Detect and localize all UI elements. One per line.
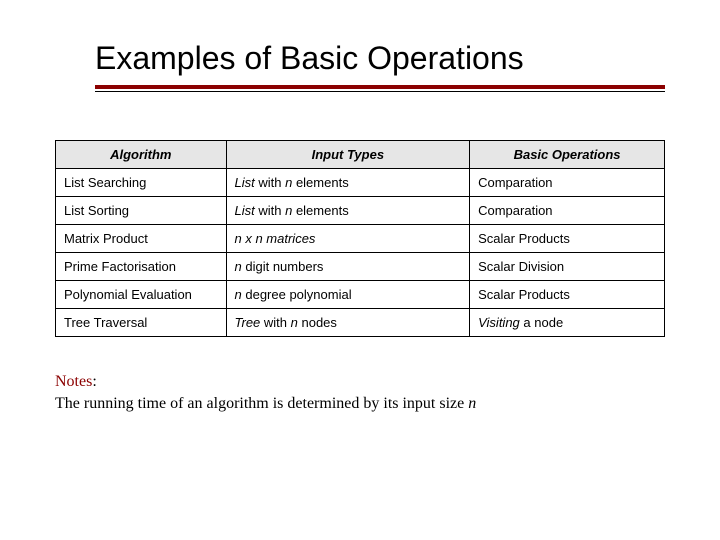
cell-algorithm: Polynomial Evaluation (56, 281, 227, 309)
plain-text: with (258, 203, 285, 218)
plain-text: nodes (298, 315, 337, 330)
table-row: List Sorting List with n elements Compar… (56, 197, 665, 225)
cell-algorithm: List Sorting (56, 197, 227, 225)
italic-var: n (291, 315, 298, 330)
table-row: Polynomial Evaluation n degree polynomia… (56, 281, 665, 309)
plain-text: Scalar Division (478, 259, 564, 274)
notes-text: The running time of an algorithm is dete… (55, 395, 468, 412)
cell-input: n x n matrices (226, 225, 470, 253)
italic-var: n (235, 287, 242, 302)
operations-table-wrap: Algorithm Input Types Basic Operations L… (55, 140, 665, 337)
italic-var: n (235, 259, 242, 274)
col-input-types: Input Types (226, 141, 470, 169)
cell-basic: Comparation (470, 197, 665, 225)
notes-label: Notes (55, 373, 92, 390)
italic-var: n x n matrices (235, 231, 316, 246)
notes-var: n (468, 395, 476, 412)
plain-text: elements (292, 175, 348, 190)
table-row: Matrix Product n x n matrices Scalar Pro… (56, 225, 665, 253)
italic-text: Tree (235, 315, 264, 330)
table-row: Tree Traversal Tree with n nodes Visitin… (56, 309, 665, 337)
italic-text: List (235, 175, 259, 190)
italic-text: List (235, 203, 259, 218)
col-basic-operations: Basic Operations (470, 141, 665, 169)
table-body: List Searching List with n elements Comp… (56, 169, 665, 337)
cell-basic: Comparation (470, 169, 665, 197)
plain-text: Scalar Products (478, 287, 570, 302)
cell-algorithm: Matrix Product (56, 225, 227, 253)
title-block: Examples of Basic Operations (95, 40, 665, 92)
cell-input: n degree polynomial (226, 281, 470, 309)
plain-text: with (264, 315, 291, 330)
title-thinline (95, 91, 665, 92)
title-underline (95, 85, 665, 89)
cell-input: n digit numbers (226, 253, 470, 281)
plain-text: a node (520, 315, 563, 330)
cell-algorithm: List Searching (56, 169, 227, 197)
italic-text: Visiting (478, 315, 520, 330)
table-row: Prime Factorisation n digit numbers Scal… (56, 253, 665, 281)
cell-basic: Scalar Division (470, 253, 665, 281)
cell-input: List with n elements (226, 197, 470, 225)
plain-text: with (258, 175, 285, 190)
cell-basic: Visiting a node (470, 309, 665, 337)
plain-text: degree polynomial (242, 287, 352, 302)
plain-text: Comparation (478, 203, 552, 218)
plain-text: elements (292, 203, 348, 218)
cell-basic: Scalar Products (470, 225, 665, 253)
col-algorithm: Algorithm (56, 141, 227, 169)
cell-input: List with n elements (226, 169, 470, 197)
cell-input: Tree with n nodes (226, 309, 470, 337)
cell-algorithm: Prime Factorisation (56, 253, 227, 281)
slide: Examples of Basic Operations Algorithm I… (0, 0, 720, 540)
plain-text: digit numbers (242, 259, 324, 274)
notes-colon: : (92, 373, 96, 390)
operations-table: Algorithm Input Types Basic Operations L… (55, 140, 665, 337)
table-header-row: Algorithm Input Types Basic Operations (56, 141, 665, 169)
slide-title: Examples of Basic Operations (95, 40, 665, 77)
plain-text: Comparation (478, 175, 552, 190)
cell-basic: Scalar Products (470, 281, 665, 309)
plain-text: Scalar Products (478, 231, 570, 246)
notes-block: Notes: The running time of an algorithm … (55, 371, 665, 416)
table-row: List Searching List with n elements Comp… (56, 169, 665, 197)
cell-algorithm: Tree Traversal (56, 309, 227, 337)
